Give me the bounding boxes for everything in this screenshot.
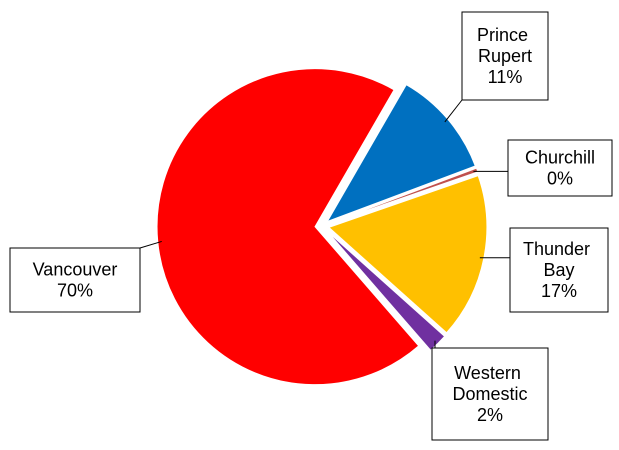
pie-slice: [326, 230, 446, 351]
value-label: 17%: [541, 281, 577, 301]
slice-label: Thunder Bay: [523, 239, 595, 280]
pie-slice: [327, 174, 488, 334]
pie-slice: [156, 68, 420, 386]
label-box: [461, 11, 549, 101]
slice-label: Prince Rupert: [477, 25, 533, 66]
label-line: Prince: [477, 25, 533, 45]
value-label: 70%: [57, 280, 93, 300]
slice-label: Western Domestic: [452, 363, 527, 404]
value-label: 2%: [477, 405, 503, 425]
leader-line: [139, 240, 162, 249]
leader-line: [444, 99, 463, 123]
label-box: [431, 347, 549, 441]
pie-slice: [326, 83, 476, 223]
label-box: [9, 247, 141, 313]
label-box: [507, 139, 613, 197]
slice-label: Churchill: [525, 147, 595, 167]
value-label: 0%: [547, 168, 573, 188]
label-line: Western: [454, 363, 526, 383]
label-line: Thunder: [523, 239, 595, 259]
slice-label: Vancouver: [33, 259, 118, 279]
label-box: [509, 227, 609, 313]
label-line: Rupert: [478, 46, 532, 66]
label-line: Bay: [543, 260, 574, 280]
value-label: 11%: [488, 67, 523, 87]
pie-slice: [328, 167, 479, 225]
label-line: Domestic: [452, 384, 527, 404]
